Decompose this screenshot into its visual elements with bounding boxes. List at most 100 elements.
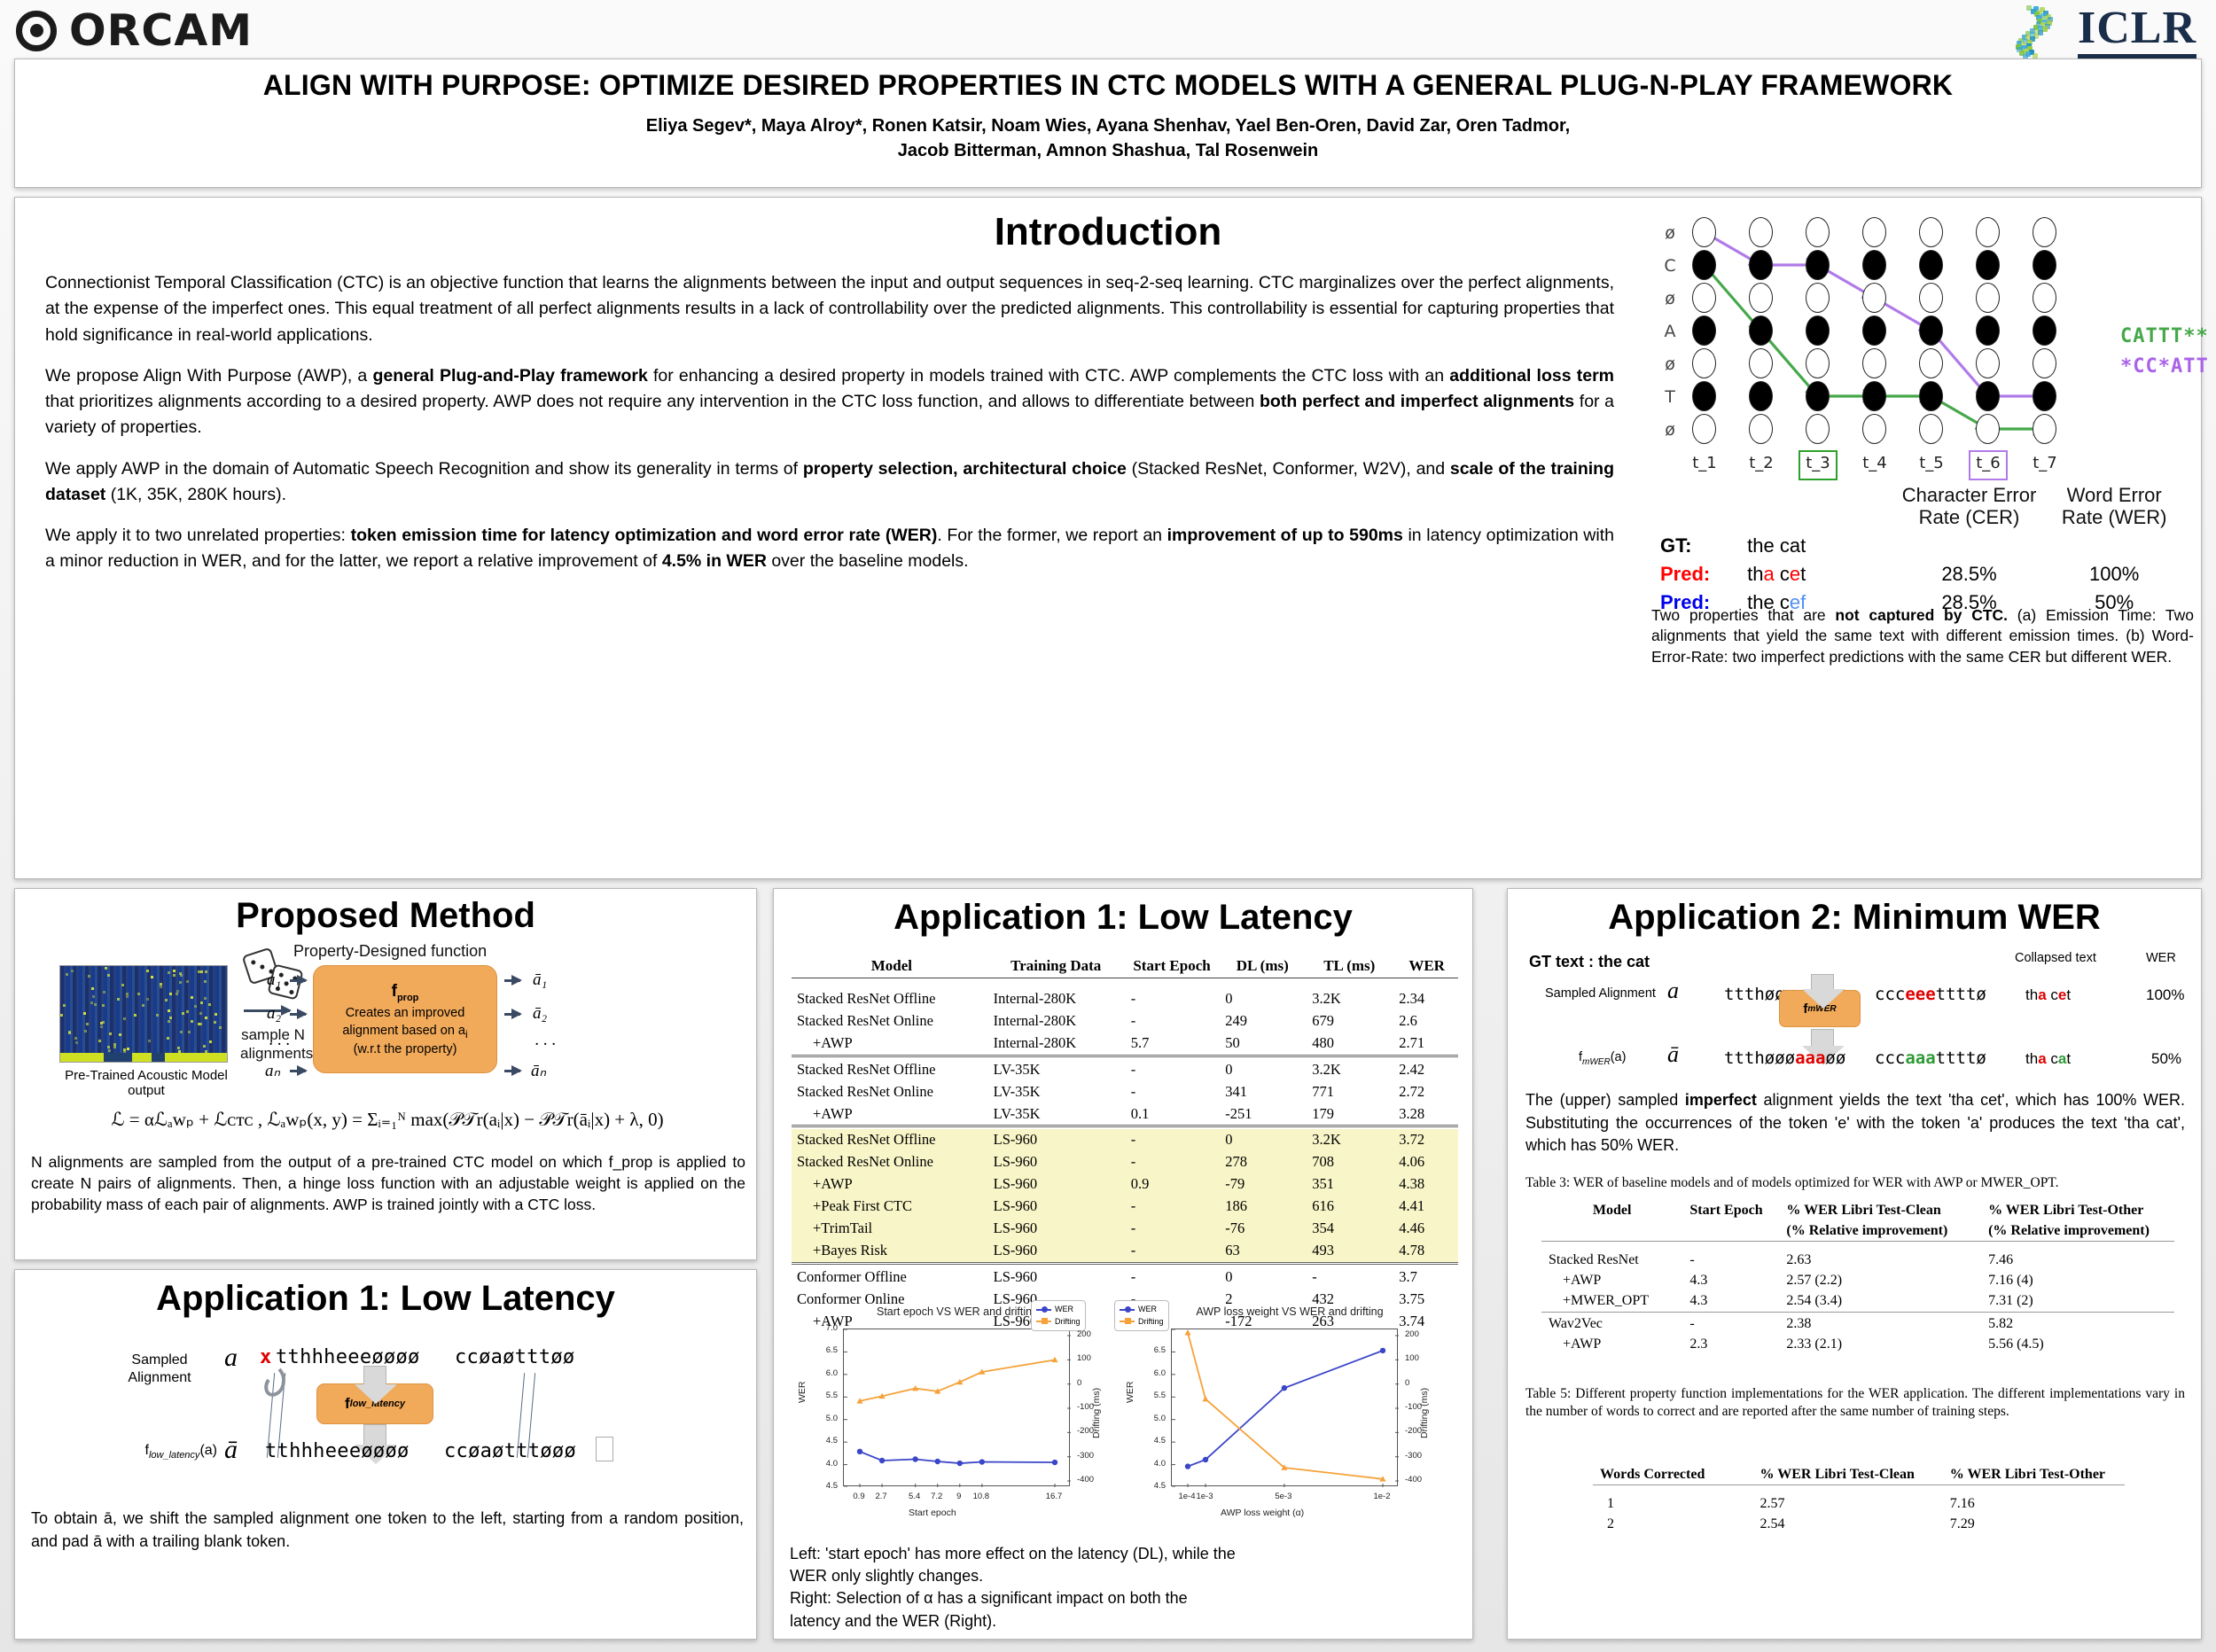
cell-model: Wav2Vec — [1541, 1313, 1682, 1334]
chart-data-point — [912, 1456, 917, 1461]
chart-y-tick: 5.0 — [815, 1414, 838, 1423]
cell-start-epoch: - — [1682, 1313, 1779, 1334]
fmwer-applied-label: fmWER(a) — [1579, 1050, 1626, 1067]
lattice-node — [1692, 381, 1716, 411]
cell-wer: 2.42 — [1390, 1058, 1458, 1080]
section-title-proposed-method: Proposed Method — [15, 896, 756, 936]
column-subheader: (% Relative improvement) — [1981, 1220, 2174, 1242]
chart2-xlabel: AWP loss weight (α) — [1221, 1508, 1304, 1518]
introduction-section: Introduction Connectionist Temporal Clas… — [14, 197, 2202, 879]
legend-swatch-wer — [1036, 1309, 1051, 1311]
poster-root: ORCAM ICLR ALIGN WITH PURPOSE: OPTIMIZE … — [0, 0, 2216, 1652]
lattice-time-label: t_1 — [1685, 454, 1724, 472]
top-logo-bar: ORCAM ICLR — [0, 0, 2216, 64]
sampled-alignment-label-2: Sampled Alignment — [1545, 986, 1656, 1001]
cell-training-data: LV-35K — [990, 1103, 1122, 1126]
lattice-row-label: T — [1658, 387, 1682, 407]
spectrogram-green-band — [60, 1053, 227, 1062]
ctc-lattice-figure: ø Cø Aø Tø t_1 t_2 t_3 t_4 t_5 t_6 t_7 CATTT** *CC… — [1637, 205, 2204, 728]
chart-y-tick: 6.0 — [815, 1368, 838, 1378]
table-row: +AWP LS-960 0.9 -79 351 4.38 — [792, 1173, 1458, 1196]
cell-model: +Peak First CTC — [792, 1196, 990, 1218]
lattice-node — [1976, 348, 2000, 378]
application2-minimum-wer-section: Application 2: Minimum WER GT text : the… — [1507, 888, 2202, 1640]
output-arrow-2 — [504, 1013, 520, 1016]
cell-wer: 2.6 — [1390, 1010, 1458, 1032]
cell-model: +AWP — [1541, 1334, 1682, 1354]
column-header: % WER Libri Test-Clean — [1753, 1465, 1943, 1485]
orcam-eye-icon — [16, 11, 57, 51]
lattice-node — [1692, 283, 1716, 313]
padded-blank-box — [596, 1437, 613, 1461]
legend-swatch-drifting — [1120, 1321, 1135, 1322]
lattice-node — [1749, 250, 1773, 280]
lattice-time-highlight-box — [1799, 450, 1838, 480]
lattice-caption: Two properties that are not captured by … — [1651, 605, 2194, 667]
chart-series-line — [860, 1360, 1055, 1400]
cell-training-data: LS-960 — [990, 1240, 1122, 1264]
table-header-row: Character Error Rate (CER) Word Error Ra… — [1655, 481, 2187, 532]
lattice-node — [1806, 250, 1830, 280]
cell-wer: 4.06 — [1390, 1151, 1458, 1173]
author-line-1: Eliya Segev*, Maya Alroy*, Ronen Katsir,… — [51, 113, 2165, 138]
cell-wer-other: 5.82 — [1981, 1313, 2174, 1334]
table-row-gt: GT: the cat — [1655, 532, 2187, 560]
cell-training-data: Internal-280K — [990, 988, 1122, 1010]
cell-start-epoch: - — [1122, 1196, 1217, 1218]
cell-tl: 3.2K — [1303, 988, 1390, 1010]
introduction-body: Connectionist Temporal Classification (C… — [45, 270, 1614, 590]
chart-y2-tick: -300 — [1077, 1451, 1094, 1461]
lattice-row-label: ø — [1658, 420, 1682, 440]
table-row: Stacked ResNet -2.63 7.46 — [1541, 1251, 2174, 1271]
latency-results-section: Application 1: Low Latency Model Training… — [773, 888, 1473, 1640]
output-a2: ā₂ — [533, 1004, 547, 1024]
lattice-node — [1919, 414, 1943, 444]
column-header: % WER Libri Test-Clean — [1779, 1201, 1981, 1220]
chart-y-tick: 4.5 — [815, 1436, 838, 1446]
lattice-time-label: t_2 — [1742, 454, 1781, 472]
cell-model: Stacked ResNet Offline — [792, 1058, 990, 1080]
application1-lowlatency-section: Application 1: Low Latency Sampled Alignm… — [14, 1269, 757, 1640]
lattice-node — [1919, 348, 1943, 378]
lattice-time-label: t_5 — [1912, 454, 1951, 472]
caption-line-2: WER only slightly changes. — [790, 1565, 1460, 1587]
lattice-node — [1749, 316, 1773, 346]
table-row: 2 2.54 7.29 — [1593, 1515, 2125, 1535]
cell-tl: 354 — [1303, 1218, 1390, 1240]
column-header: Start Epoch — [1122, 955, 1217, 978]
collapsed-text-row1: tha cet — [2025, 986, 2071, 1004]
chart-x-tick: 2.7 — [865, 1492, 897, 1501]
pred-red-text: tha cet — [1742, 560, 1897, 588]
chart-data-point — [1282, 1385, 1287, 1391]
chart-y2-tick: -400 — [1405, 1475, 1422, 1484]
fprop-function-box: fprop Creates an improved alignment base… — [313, 965, 497, 1073]
cell-words-corrected: 1 — [1593, 1494, 1753, 1515]
legend-swatch-drifting — [1036, 1321, 1051, 1322]
chart-x-tick: 5e-3 — [1268, 1492, 1299, 1501]
title-card: ALIGN WITH PURPOSE: OPTIMIZE DESIRED PRO… — [14, 58, 2202, 188]
cell-start-epoch: - — [1122, 988, 1217, 1010]
improved-seq-2: cccaaattttø — [1875, 1048, 1986, 1068]
lattice-node — [1749, 414, 1773, 444]
cell-model: Stacked ResNet — [1541, 1251, 1682, 1271]
gt-text: the cat — [1742, 532, 1897, 560]
cell-wer: 2.34 — [1390, 988, 1458, 1010]
cell-start-epoch: 0.9 — [1122, 1173, 1217, 1196]
chart2-plot-area — [1171, 1329, 1398, 1486]
chart1-legend-wer: WER — [1138, 1304, 1157, 1316]
improved-seq-1: ttthøøøaaaøø — [1724, 1048, 1845, 1068]
pred-red-cer: 28.5% — [1897, 560, 2042, 588]
cell-start-epoch: - — [1682, 1251, 1779, 1271]
iclr-wordmark: ICLR — [2078, 6, 2196, 58]
column-subheader: (% Relative improvement) — [1779, 1220, 1981, 1242]
lattice-node — [1806, 283, 1830, 313]
lattice-node — [2033, 316, 2056, 346]
input-arrow-1 — [290, 979, 306, 982]
cell-wer-other: 7.16 (4) — [1981, 1271, 2174, 1291]
cell-start-epoch: - — [1122, 1129, 1217, 1151]
table3-caption: Table 3: WER of baseline models and of m… — [1525, 1174, 2185, 1192]
input-a2: a₂ — [267, 1004, 281, 1024]
chart-x-tick: 1e-3 — [1189, 1492, 1221, 1501]
shifted-sequence-part1: tthhheeeøøøø — [265, 1440, 410, 1462]
table-header-row: Model Start Epoch% WER Libri Test-Clean% … — [1541, 1201, 2174, 1220]
